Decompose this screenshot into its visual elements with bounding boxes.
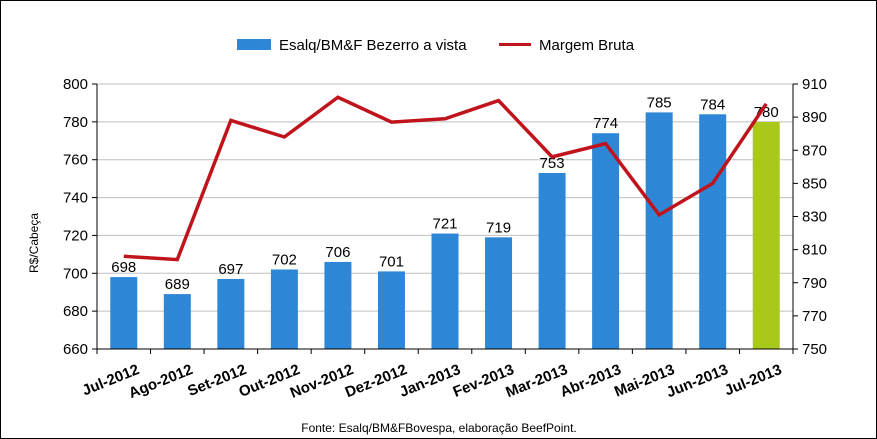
bar <box>485 237 513 349</box>
line-series <box>123 95 768 262</box>
bar-value-label: 698 <box>111 259 136 276</box>
axes <box>92 83 798 354</box>
bar-value-label: 697 <box>218 261 243 278</box>
legend-bar-label: Esalq/BM&F Bezerro a vista <box>279 37 467 54</box>
bar <box>592 133 620 349</box>
right-tick-label: 850 <box>802 175 827 192</box>
left-axis-ticks: 660 680 700 720 740 760 780 800 <box>63 76 88 358</box>
bar-value-label: 721 <box>432 216 457 233</box>
bar-value-label: 701 <box>379 253 404 270</box>
bar <box>163 294 191 349</box>
right-tick-label: 790 <box>802 275 827 292</box>
bar <box>431 233 459 349</box>
bar <box>324 261 352 349</box>
bar <box>270 269 298 349</box>
bar <box>217 278 245 349</box>
right-tick-label: 870 <box>802 142 827 159</box>
left-tick-label: 700 <box>63 265 88 282</box>
left-tick-label: 780 <box>63 114 88 131</box>
left-tick-label: 720 <box>63 227 88 244</box>
x-tick-label: Jun-2013 <box>664 361 731 401</box>
left-tick-label: 680 <box>63 303 88 320</box>
margem-bruta-line <box>123 95 768 262</box>
x-tick-label: Abr-2013 <box>558 361 624 401</box>
bar-value-label: 753 <box>540 155 565 172</box>
x-tick-label: Dez-2012 <box>343 361 410 401</box>
bar-value-label: 784 <box>700 96 725 113</box>
bar <box>377 271 405 349</box>
left-tick-label: 660 <box>63 341 88 358</box>
bar-series <box>110 112 780 350</box>
y-axis-label: R$/Cabeça <box>27 213 41 273</box>
bar <box>645 112 673 350</box>
x-tick-label: Mar-2013 <box>503 361 570 401</box>
bar-value-label: 780 <box>754 104 779 121</box>
right-tick-label: 910 <box>802 76 827 93</box>
x-tick-label: Jul-2013 <box>722 361 784 399</box>
bar-value-label: 689 <box>165 276 190 293</box>
bar-data-labels: 698 689 697 702 706 701 721 719 753 774 785 784 780 <box>111 94 778 293</box>
bar <box>110 277 138 349</box>
left-tick-label: 740 <box>63 190 88 207</box>
legend-line-label: Margem Bruta <box>539 37 635 54</box>
left-tick-label: 800 <box>63 76 88 93</box>
x-tick-label: Jan-2013 <box>397 361 463 401</box>
legend-bar-swatch <box>237 39 271 50</box>
x-axis-ticks: Jul-2012Ago-2012Set-2012Out-2012Nov-2012… <box>80 361 785 402</box>
source-note: Fonte: Esalq/BM&FBovespa, elaboração Bee… <box>301 421 577 435</box>
left-tick-label: 760 <box>63 152 88 169</box>
right-tick-label: 810 <box>802 242 827 259</box>
bar-value-label: 774 <box>593 115 618 132</box>
bar <box>752 121 780 349</box>
bar <box>538 172 566 349</box>
bar-value-label: 719 <box>486 219 511 236</box>
bar-value-label: 785 <box>647 94 672 111</box>
legend: Esalq/BM&F Bezerro a vista Margem Bruta <box>237 37 635 54</box>
right-tick-label: 750 <box>802 341 827 358</box>
right-tick-label: 890 <box>802 109 827 126</box>
bar-value-label: 702 <box>272 252 297 269</box>
bar-value-label: 706 <box>325 244 350 261</box>
right-tick-label: 830 <box>802 209 827 226</box>
bar <box>699 114 727 350</box>
right-tick-label: 770 <box>802 308 827 325</box>
right-axis-ticks: 750 770 790 810 830 850 870 890 910 <box>802 76 827 358</box>
